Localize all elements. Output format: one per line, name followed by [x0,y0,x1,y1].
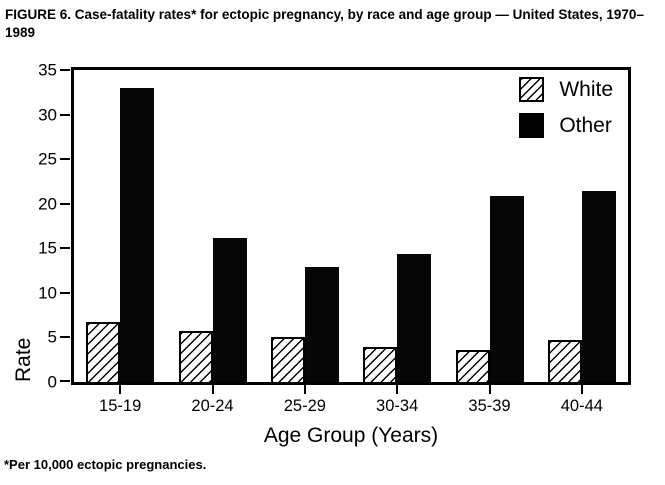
y-axis-tick [60,202,70,205]
legend-label-other: Other [559,114,612,137]
bar-other-15-19 [120,87,155,382]
x-axis-tick-label: 25-29 [283,397,326,415]
y-axis-tick [60,291,70,294]
figure-title: FIGURE 6. Case-fatality rates* for ectop… [5,7,644,41]
bar-other-30-34 [397,253,432,382]
y-axis-tick [60,113,70,116]
x-axis-tick-label: 20-24 [191,397,234,415]
x-axis-tick-label: 15-19 [99,397,142,415]
x-axis-tick-label: 35-39 [468,397,511,415]
y-axis-tick-label: 0 [47,372,57,392]
y-axis-tick-label: 20 [38,194,57,214]
x-axis-tick-label: 30-34 [376,397,419,415]
bar-white-25-29 [270,337,305,382]
bar-other-25-29 [304,267,339,382]
bar-white-15-19 [86,322,121,382]
y-axis-tick [60,380,70,382]
bar-other-40-44 [581,191,616,382]
legend: White Other [519,77,613,138]
bar-white-40-44 [547,340,582,382]
x-axis-tick [488,385,491,394]
x-axis-label: Age Group (Years) [263,424,439,447]
bar-white-30-34 [363,347,398,382]
y-axis-tick-label: 35 [38,60,57,80]
legend-label-white: White [559,78,613,101]
x-axis-tick [580,385,583,394]
legend-swatch-white [519,77,545,102]
x-axis-tick [396,385,399,394]
y-axis-label: Rate [12,337,35,382]
plot-area: Rate Age Group (Years) White Other 0 5 10 15… [12,62,631,447]
x-axis-tick-label: 40-44 [560,397,603,415]
y-axis-tick [60,158,70,161]
y-axis-tick [60,247,70,250]
x-axis-tick [119,385,122,394]
y-axis-tick [60,336,70,339]
y-axis-tick [60,69,70,71]
x-axis-tick [303,385,306,394]
y-axis-tick-label: 10 [38,283,57,303]
y-axis-tick-label: 15 [38,238,57,258]
bar-other-35-39 [489,195,524,382]
x-axis-tick [211,385,214,394]
y-axis-tick-label: 5 [47,327,57,347]
bar-white-35-39 [455,349,490,382]
bar-other-20-24 [212,237,247,382]
legend-swatch-other [519,113,545,138]
bar-white-20-24 [178,331,213,382]
legend-item-white: White [519,77,613,102]
legend-item-other: Other [519,113,613,138]
y-axis-tick-label: 30 [38,105,57,125]
y-axis-tick-label: 25 [38,149,57,169]
figure-footnote: *Per 10,000 ectopic pregnancies. [4,457,207,472]
